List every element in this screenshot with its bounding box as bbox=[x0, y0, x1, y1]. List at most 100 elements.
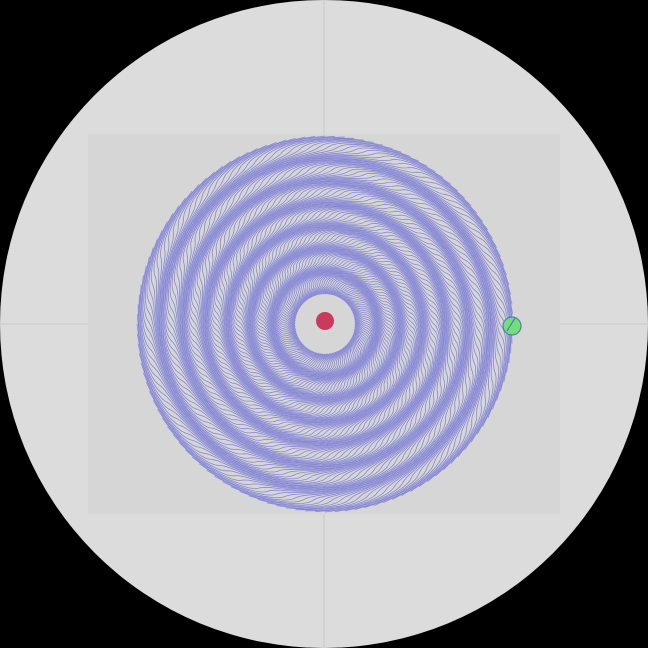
spiral-curve bbox=[176, 135, 392, 432]
spiral-curve bbox=[144, 238, 419, 461]
spiral-curve bbox=[198, 236, 454, 493]
spiral-curve bbox=[221, 179, 514, 388]
spiral-curve bbox=[148, 221, 417, 459]
spiral-curve bbox=[187, 142, 402, 419]
spiral-curve bbox=[256, 212, 479, 511]
spiral-curve bbox=[257, 214, 477, 512]
spiral-curve bbox=[230, 231, 461, 503]
spiral-curve bbox=[185, 240, 448, 491]
spiral-curve bbox=[248, 229, 463, 506]
spiral-curve bbox=[145, 252, 441, 483]
spiral-curve bbox=[247, 204, 489, 483]
handle-knob[interactable] bbox=[502, 316, 522, 336]
spiral-curve bbox=[230, 185, 508, 392]
spiral-curve bbox=[137, 261, 427, 468]
spiral-curve bbox=[204, 159, 478, 404]
spiral-curve bbox=[171, 137, 394, 436]
spiral-curve bbox=[222, 232, 460, 501]
spiral-curve bbox=[227, 182, 511, 383]
spiral-curve bbox=[245, 203, 490, 477]
spiral-curve bbox=[261, 220, 470, 513]
spiral-curve bbox=[206, 161, 489, 399]
spiral-curve bbox=[166, 144, 397, 440]
spiral-curve bbox=[232, 188, 504, 419]
spiral-curve bbox=[266, 228, 465, 508]
spiral-curve bbox=[253, 208, 484, 504]
spiral-curve bbox=[163, 156, 400, 442]
spiral-curve bbox=[268, 227, 466, 509]
spiral-curve bbox=[205, 160, 484, 402]
spiral-curve bbox=[152, 250, 442, 485]
spiral-curve bbox=[194, 152, 444, 413]
spiral-curve bbox=[138, 255, 437, 478]
spiral-curve bbox=[160, 171, 405, 445]
spiral-curve bbox=[179, 135, 391, 430]
spiral-curve bbox=[212, 168, 510, 394]
spiral-curve bbox=[266, 226, 467, 510]
center-dot-icon[interactable] bbox=[316, 312, 334, 330]
spiral-curve bbox=[165, 148, 398, 440]
spiral-curve bbox=[136, 260, 429, 469]
spiral-curve bbox=[157, 249, 443, 486]
spiral-curve bbox=[251, 207, 486, 497]
spiral-curve bbox=[223, 180, 513, 387]
spiral-curve bbox=[150, 213, 415, 457]
spiral-curve bbox=[250, 206, 487, 492]
spiral-curve bbox=[254, 210, 483, 506]
spiral-curve bbox=[156, 197, 413, 453]
spiral-curve bbox=[172, 244, 446, 489]
spiral-curve bbox=[252, 208, 485, 500]
spiral-curve bbox=[192, 149, 436, 414]
spiral-curve bbox=[258, 216, 474, 513]
spiral-curve bbox=[153, 205, 414, 455]
spiral-curve bbox=[141, 265, 421, 464]
handle-indicator-line bbox=[506, 317, 516, 332]
spiral-curve bbox=[206, 235, 456, 496]
spiral-curve bbox=[159, 177, 407, 446]
spiral-curve bbox=[158, 190, 411, 450]
spiral-curve bbox=[146, 229, 418, 460]
spiral-curve bbox=[136, 258, 431, 470]
spiral-curve bbox=[239, 198, 492, 458]
spiral-curve bbox=[230, 186, 507, 401]
spiral-curve bbox=[190, 147, 428, 416]
spiral-curve bbox=[211, 166, 507, 395]
spiral-curve bbox=[209, 164, 501, 397]
spiral-curve bbox=[207, 162, 493, 399]
spiral-curve bbox=[199, 157, 459, 410]
spiral-curve bbox=[235, 191, 500, 435]
spiral-curve bbox=[185, 140, 384, 420]
spiral-curve bbox=[239, 230, 462, 505]
spiral-curve bbox=[203, 158, 472, 406]
spiral-curve bbox=[236, 193, 497, 443]
spiral-curve bbox=[189, 145, 420, 417]
spiral-curve bbox=[214, 234, 458, 499]
spiral-curve bbox=[217, 175, 514, 391]
spiral-curve bbox=[228, 183, 510, 381]
spiral-curve bbox=[191, 238, 451, 491]
spiral-curve bbox=[215, 172, 513, 392]
spiral-curve bbox=[219, 178, 514, 390]
spiral-curve bbox=[137, 256, 435, 476]
spiral-curve bbox=[262, 222, 469, 512]
spiral-curve bbox=[257, 229, 464, 507]
spiral-curve bbox=[202, 157, 465, 408]
spiral-curve bbox=[183, 138, 384, 422]
spiral-curve bbox=[208, 163, 498, 398]
spiral-curve bbox=[166, 246, 445, 488]
spiral-curve bbox=[173, 136, 393, 434]
spiral-curve bbox=[209, 165, 505, 396]
drag-handle-icon[interactable] bbox=[502, 316, 522, 336]
spiral-curve bbox=[213, 170, 512, 393]
spiral-curve bbox=[139, 265, 423, 466]
spiral-curve bbox=[186, 141, 393, 419]
spiral-curve bbox=[180, 135, 389, 428]
spiral-curve bbox=[143, 247, 420, 462]
spiral-curve bbox=[182, 137, 386, 423]
spiral-curve bbox=[250, 205, 488, 488]
spiral-curve bbox=[231, 187, 506, 410]
spiral-curve bbox=[241, 201, 492, 464]
spiral-curve bbox=[161, 165, 403, 444]
